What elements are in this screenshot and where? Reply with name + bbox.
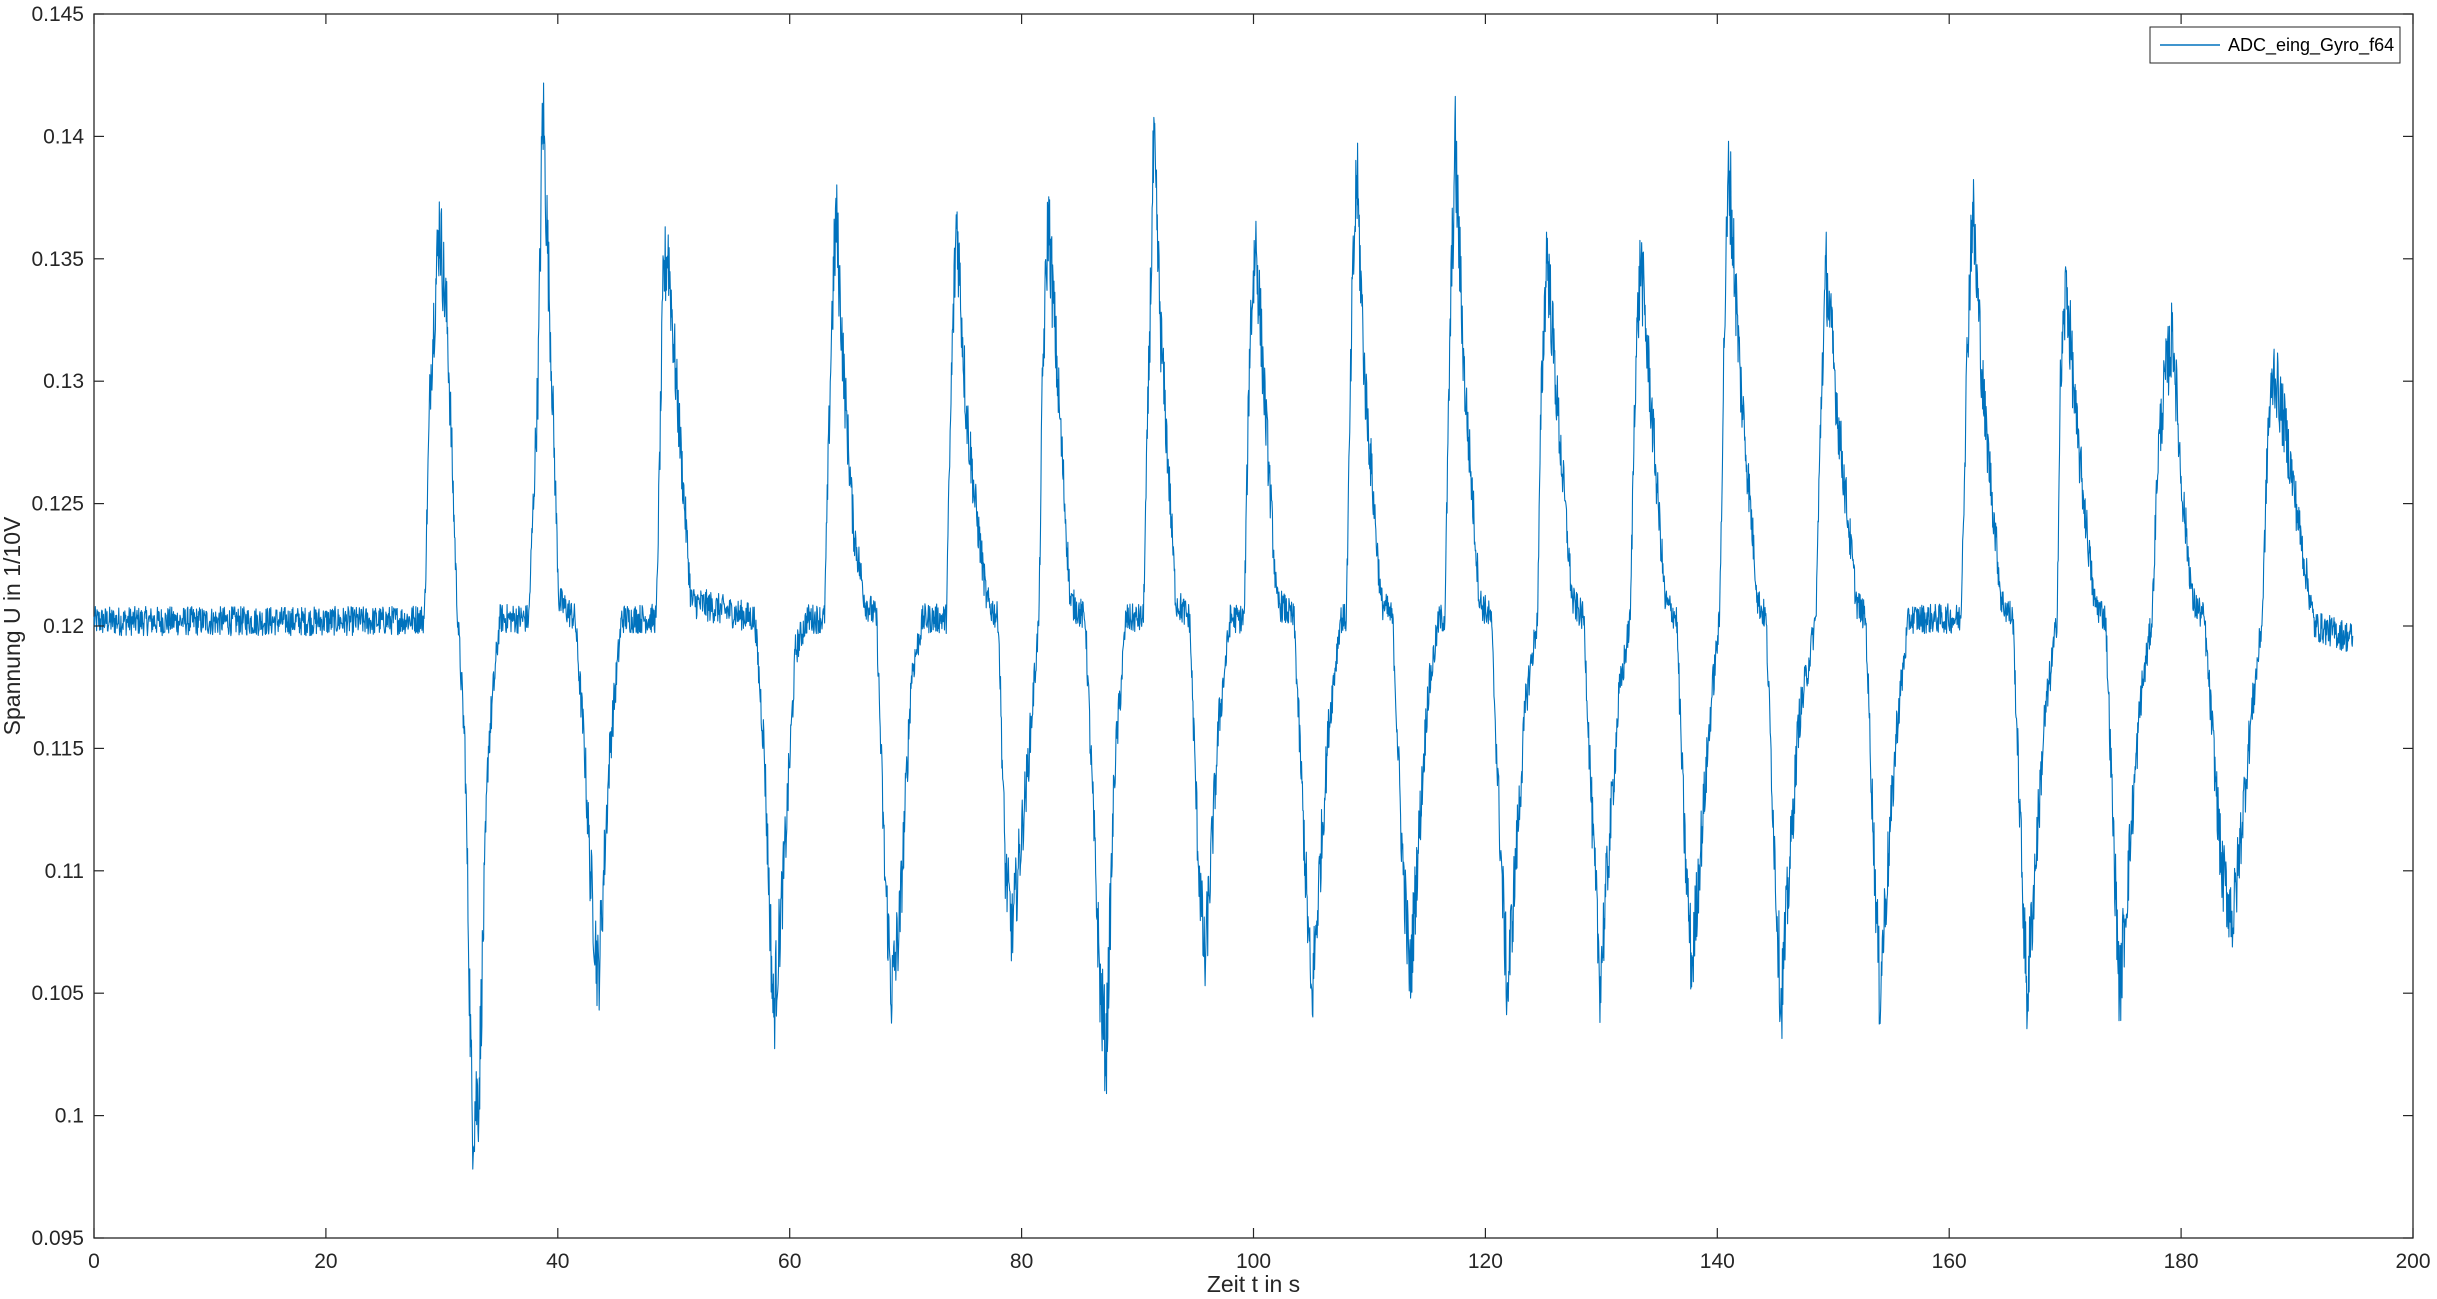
x-tick-label: 0 <box>88 1250 100 1273</box>
x-tick-label: 160 <box>1932 1250 1967 1273</box>
x-axis-label: Zeit t in s <box>1207 1271 1300 1297</box>
y-tick-label: 0.14 <box>43 125 84 148</box>
x-tick-label: 140 <box>1700 1250 1735 1273</box>
x-axis-ticks: 0 20 40 60 80 100 120 140 160 180 200 <box>88 14 2431 1273</box>
x-tick-label: 60 <box>778 1250 801 1273</box>
y-tick-label: 0.145 <box>31 3 84 26</box>
legend-entry-label: ADC_eing_Gyro_f64 <box>2228 35 2394 56</box>
x-tick-label: 40 <box>546 1250 569 1273</box>
y-tick-label: 0.115 <box>33 737 84 760</box>
y-tick-label: 0.12 <box>43 615 84 638</box>
y-tick-label: 0.125 <box>31 493 84 516</box>
x-tick-label: 120 <box>1468 1250 1503 1273</box>
series-line <box>93 82 2354 1170</box>
legend: ADC_eing_Gyro_f64 <box>2149 26 2401 64</box>
y-tick-label: 0.135 <box>31 248 84 271</box>
y-axis-label: Spannung U in 1/10V <box>0 516 25 735</box>
y-tick-label: 0.13 <box>43 370 84 393</box>
x-tick-label: 80 <box>1010 1250 1033 1273</box>
x-tick-label: 100 <box>1236 1250 1271 1273</box>
y-tick-label: 0.1 <box>55 1105 84 1128</box>
y-tick-label: 0.105 <box>31 982 84 1005</box>
plot-area <box>93 13 2414 1239</box>
x-tick-label: 20 <box>314 1250 337 1273</box>
x-tick-label: 180 <box>2164 1250 2199 1273</box>
y-axis-ticks: 0.095 0.1 0.105 0.11 0.115 0.12 0.125 0.13 0.135… <box>31 3 2413 1250</box>
y-tick-label: 0.11 <box>45 860 84 883</box>
x-tick-label: 200 <box>2395 1250 2430 1273</box>
series-layer <box>93 82 2354 1170</box>
y-tick-label: 0.095 <box>31 1227 84 1250</box>
